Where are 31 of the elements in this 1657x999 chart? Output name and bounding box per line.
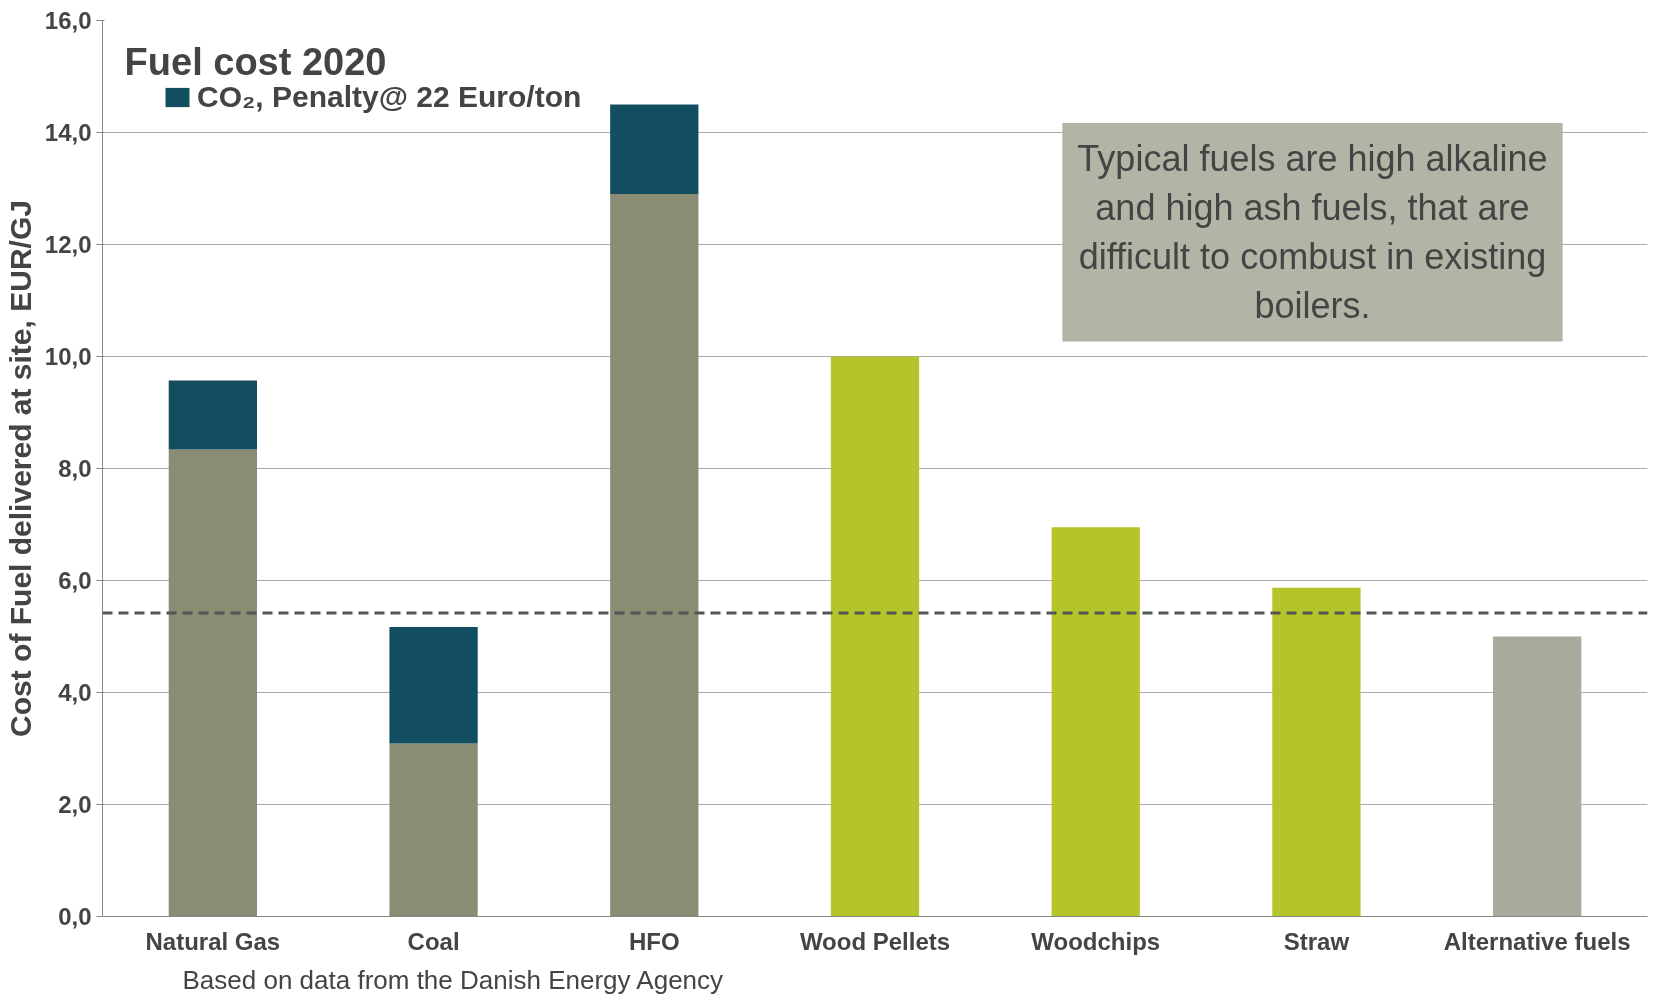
y-tick-label: 12,0 (44, 231, 92, 258)
y-tick-label: 0,0 (58, 903, 92, 930)
text: Fuel cost 2020 (124, 40, 387, 83)
y-tick-label: 10,0 (44, 343, 92, 370)
annotation: Typical fuels are high alkaline and high ash fuels, that are difficult to combust in existing boilers. (1077, 137, 1548, 327)
bar (389, 626, 478, 744)
bar (168, 380, 257, 450)
x-tick-label: Wood Pellets (799, 927, 951, 955)
bar (1051, 527, 1140, 917)
x-tick-label: Alternative fuels (1443, 927, 1631, 955)
y-tick-label: 14,0 (44, 119, 92, 146)
y-tick-label: 2,0 (58, 791, 92, 818)
y-tick-label: 4,0 (58, 679, 92, 706)
bar (830, 356, 920, 917)
x-tick-label: Straw (1283, 927, 1350, 955)
bar (1272, 587, 1361, 917)
x-tick-label: Coal (407, 927, 460, 955)
x-tick-label: HFO (628, 927, 680, 955)
bar (610, 104, 699, 195)
x-tick-label: Woodchips (1031, 927, 1161, 955)
bar (168, 449, 257, 917)
x-tick-label: Natural Gas (145, 927, 281, 955)
bar (1493, 636, 1582, 917)
y-tick-label: 16,0 (44, 7, 92, 34)
y-tick-label: 6,0 (58, 567, 92, 594)
bar (610, 194, 699, 917)
text: Based on data from the Danish Energy Agency (182, 964, 724, 995)
y-axis-title: Cost of Fuel delivered at site, EUR/GJ (3, 200, 37, 737)
bar (389, 743, 478, 917)
legend-label: CO₂, Penalty@ 22 Euro/ton (197, 80, 582, 114)
y-tick-label: 8,0 (58, 455, 92, 482)
